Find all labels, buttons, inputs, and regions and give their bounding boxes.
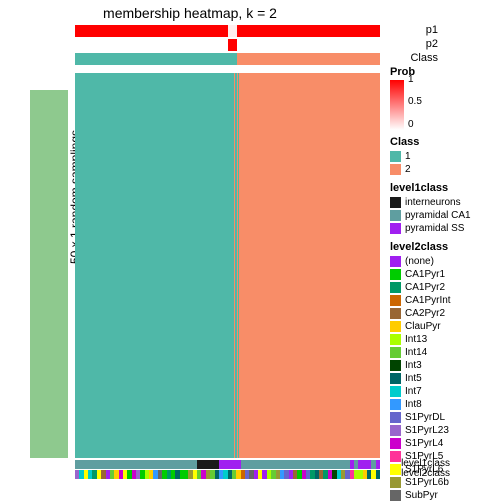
anno-label-p1: p1 — [426, 24, 438, 36]
bottom-annotation: level1class level2class — [75, 460, 380, 480]
heatmap-body — [75, 73, 380, 458]
sampling-bar — [30, 90, 68, 458]
anno-label-p2: p2 — [426, 38, 438, 50]
legend: Prob 1 0.5 0 Class12level1classinterneur… — [390, 60, 500, 502]
chart-title: membership heatmap, k = 2 — [0, 5, 380, 21]
top-annotation: p1 p2 Class — [75, 25, 380, 67]
